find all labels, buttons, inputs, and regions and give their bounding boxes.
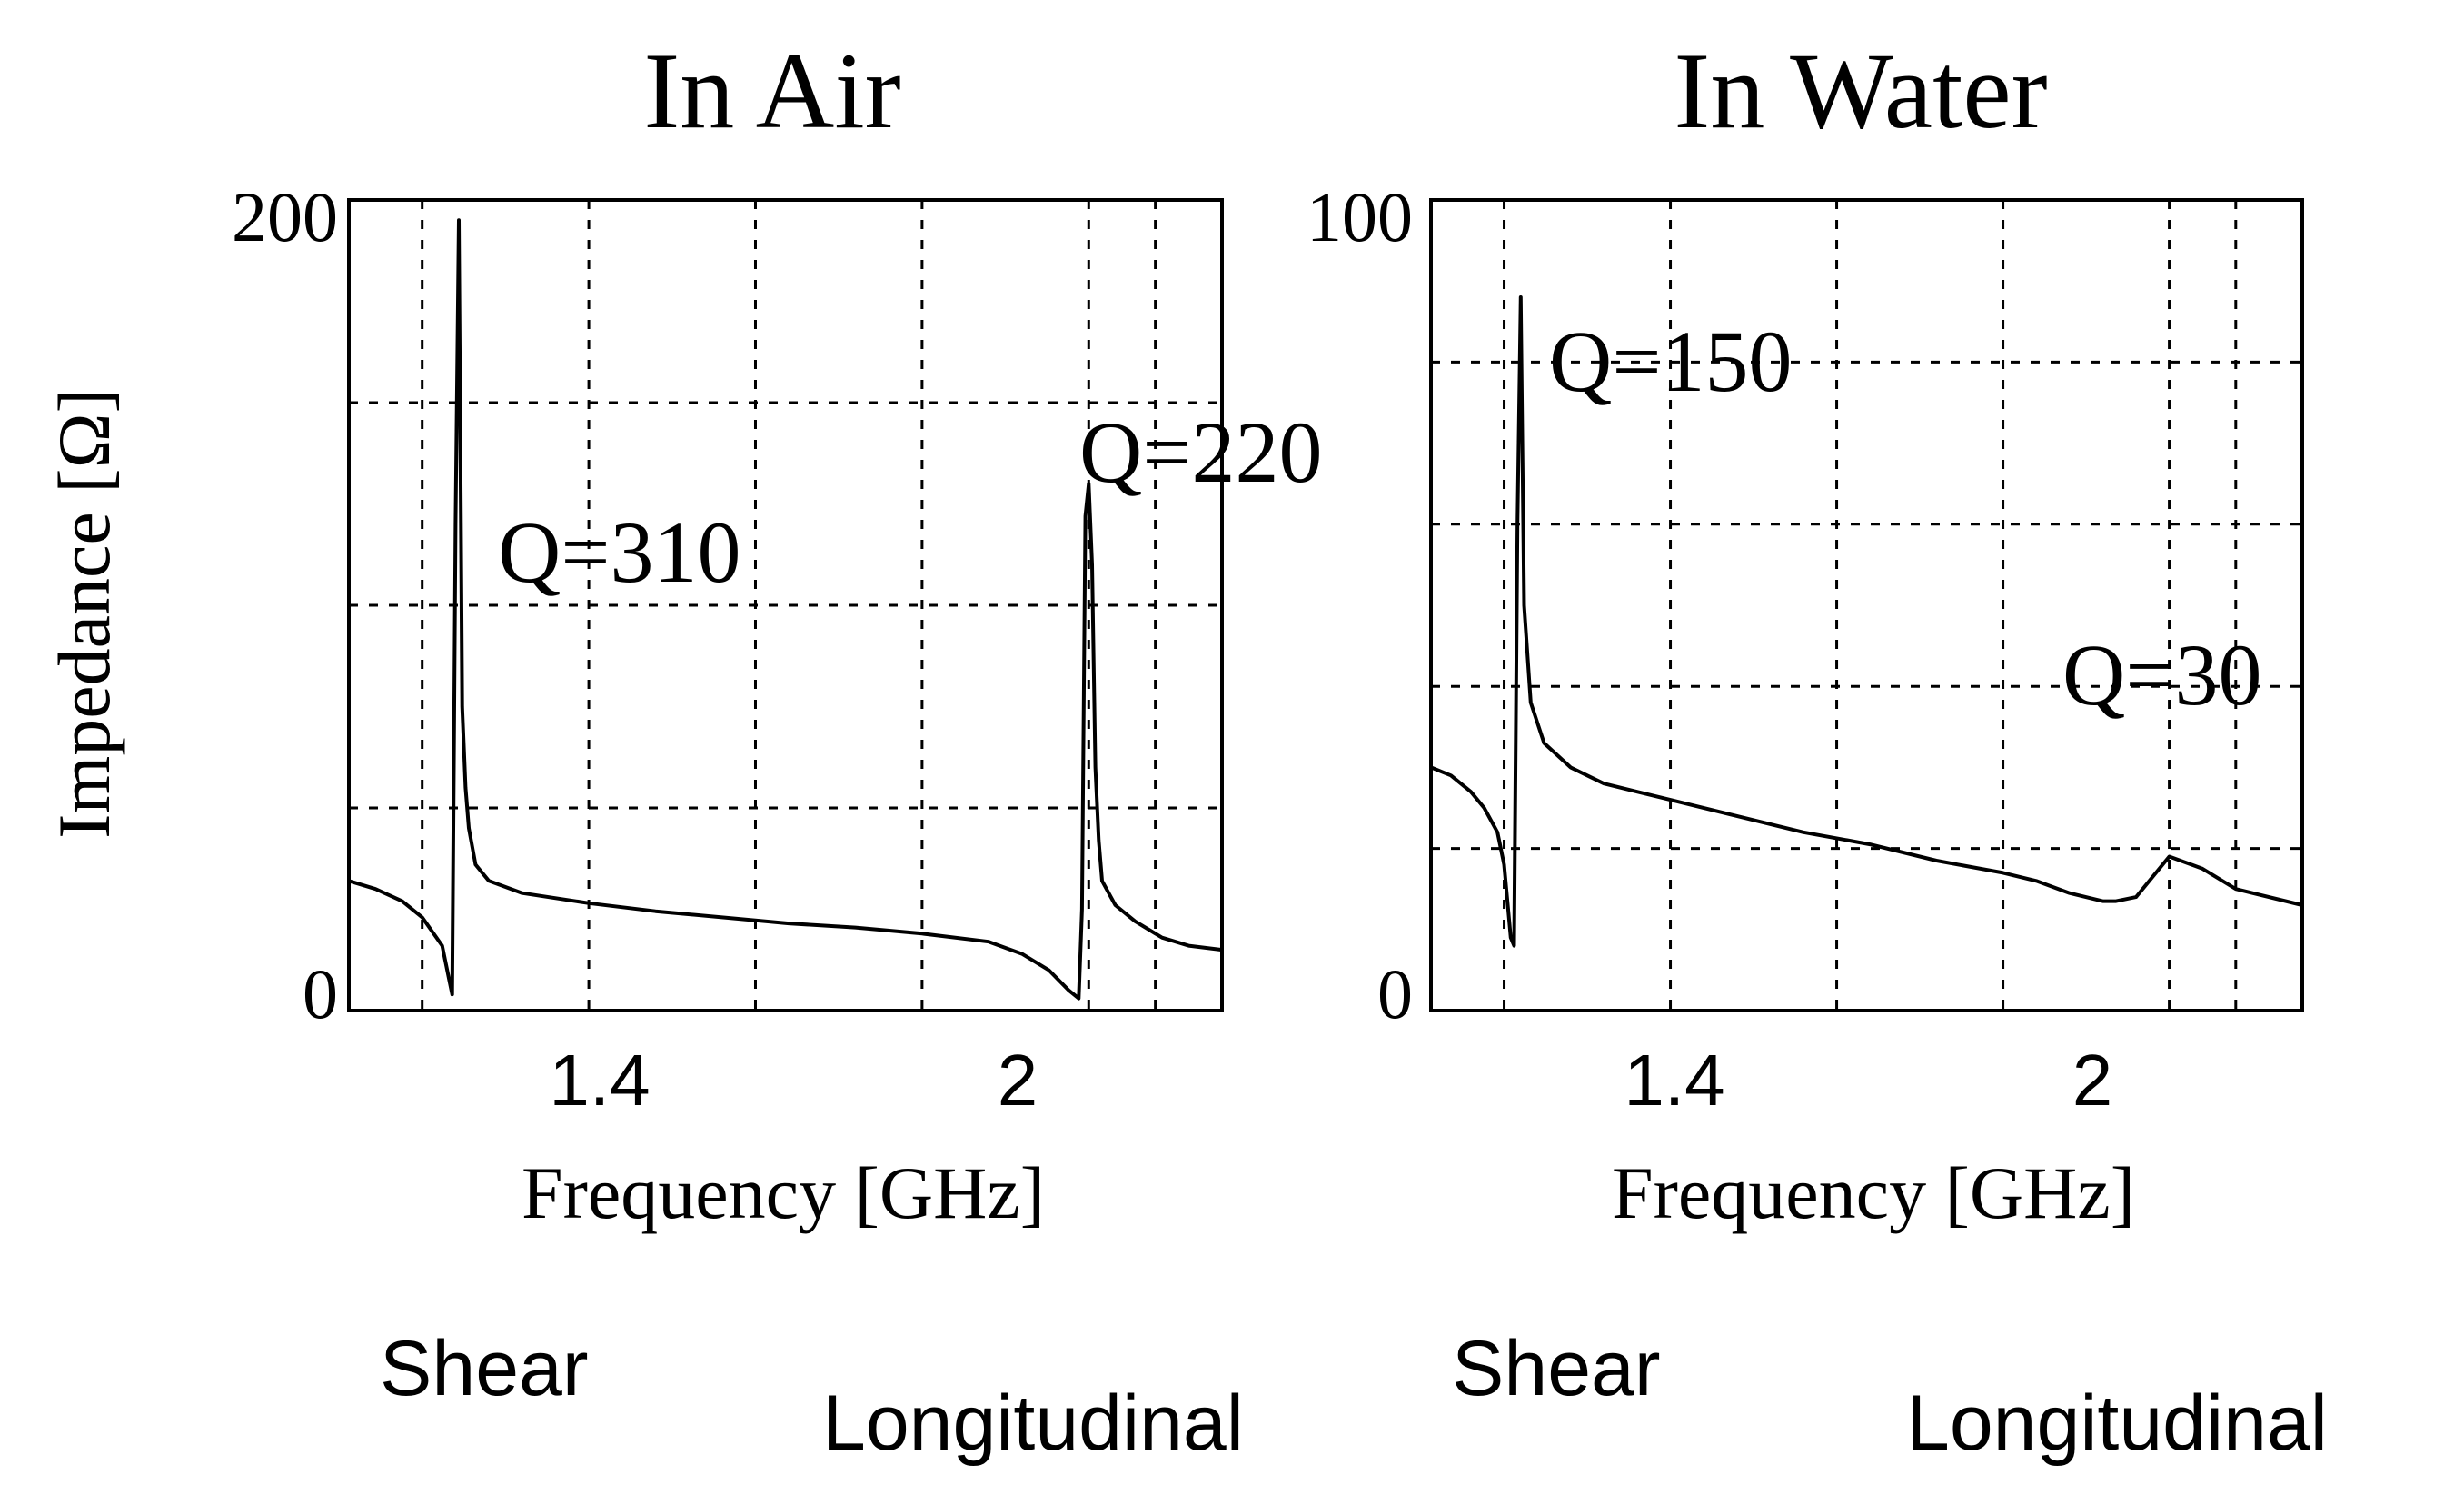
x-axis-label: Frequency [GHz]: [1612, 1151, 2135, 1234]
grid-lines: [349, 200, 1222, 1011]
x-tick-label: 1.4: [549, 1040, 650, 1121]
mode-label-shear: Shear: [1452, 1325, 1661, 1412]
plot-frame: [347, 198, 1224, 1012]
annotation-q30: Q=30: [2062, 626, 2261, 723]
x-axis-label: Frequency [GHz]: [522, 1151, 1045, 1234]
chart-title: In Air: [643, 30, 900, 151]
grid-lines: [1431, 200, 2302, 1011]
y-tick-label-max: 100: [1307, 177, 1413, 256]
impedance-curve: [1430, 295, 2303, 948]
mode-label-longitudinal: Longitudinal: [822, 1380, 1244, 1467]
x-tick-label: 2: [2072, 1040, 2113, 1121]
mode-label-shear: Shear: [380, 1325, 589, 1412]
impedance-curve: [348, 218, 1223, 1001]
y-tick-label-min: 0: [1377, 954, 1413, 1033]
y-axis-label: Impedance [Ω]: [43, 388, 125, 839]
mode-label-longitudinal: Longitudinal: [1906, 1380, 2328, 1467]
y-tick-label-min: 0: [303, 954, 338, 1033]
chart-title: In Water: [1674, 30, 2047, 151]
y-tick-label-max: 200: [232, 177, 338, 256]
annotation-q150: Q=150: [1549, 313, 1792, 410]
annotation-q310: Q=310: [498, 503, 740, 601]
chart-in-air: In Air Impedance [Ω] Frequency [GHz] 200…: [43, 30, 1322, 1467]
chart-in-water: In Water Frequency [GHz] 100 0 1.4 2 Q=1…: [1307, 30, 2328, 1467]
plot-frame: [1429, 198, 2304, 1012]
annotation-q220: Q=220: [1079, 404, 1322, 501]
x-tick-label: 1.4: [1624, 1040, 1724, 1121]
x-tick-label: 2: [998, 1040, 1038, 1121]
